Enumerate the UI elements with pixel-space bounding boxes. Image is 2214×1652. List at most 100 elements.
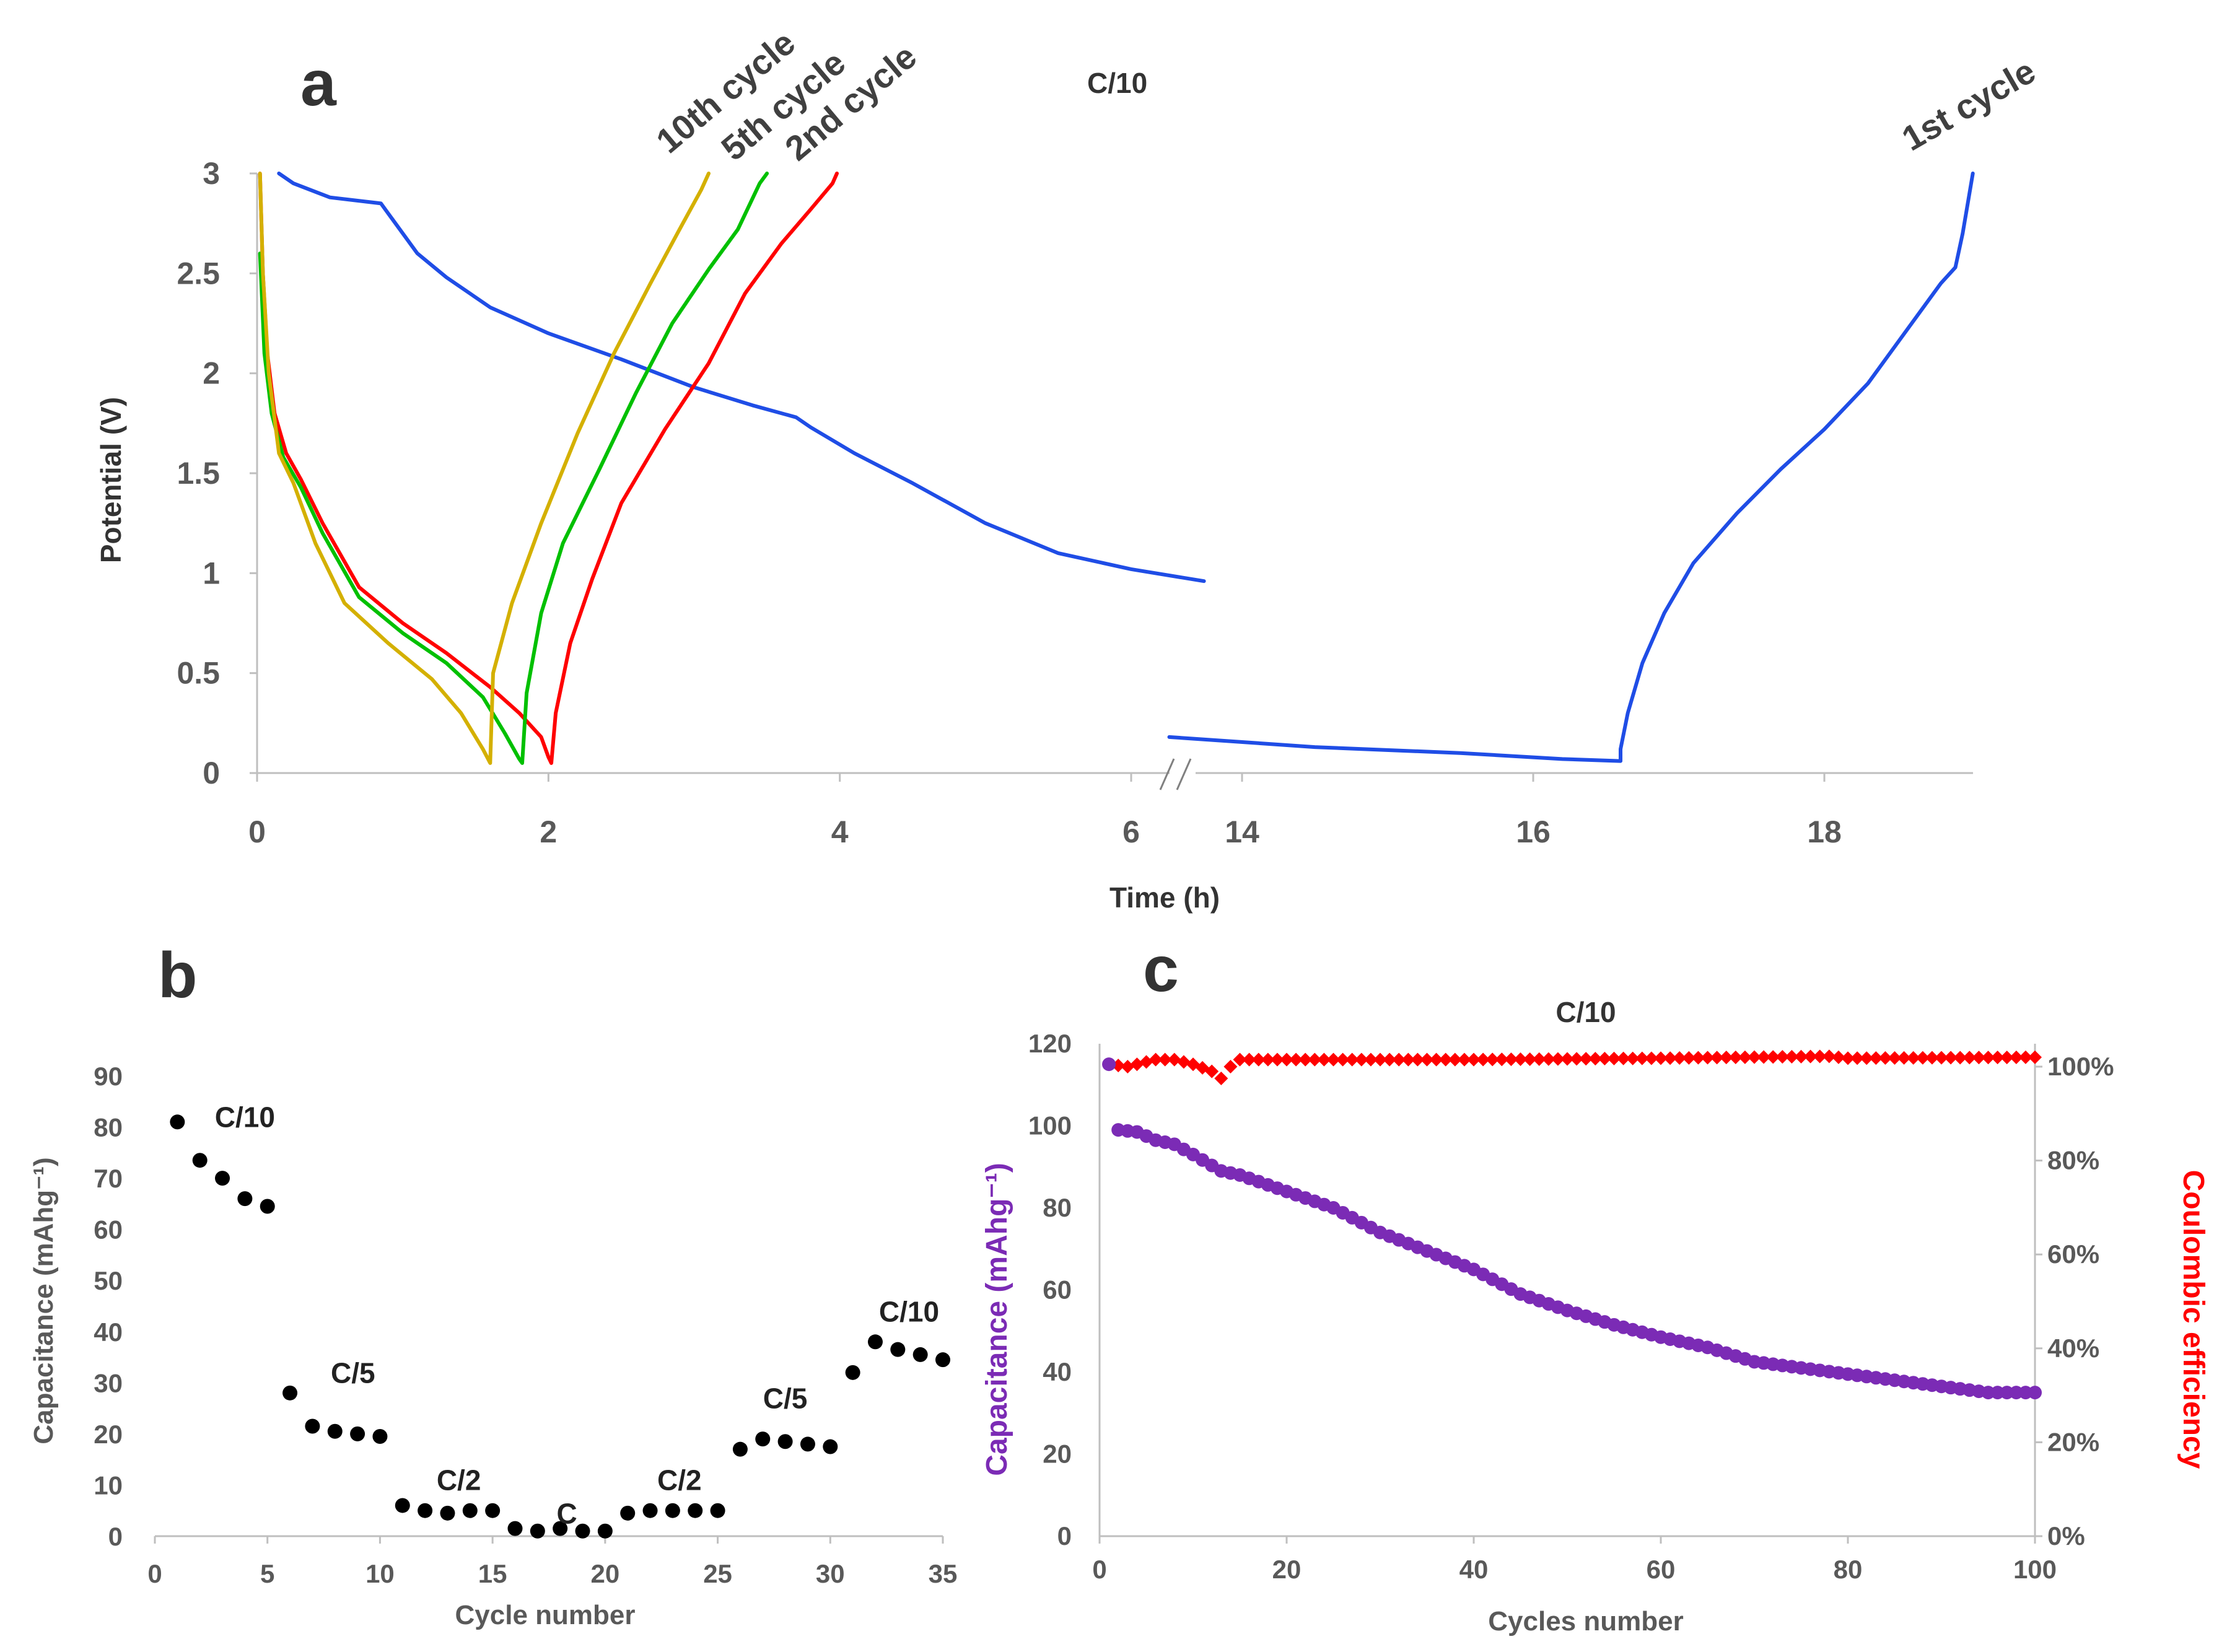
panel-b-data-point (688, 1503, 703, 1518)
panel-c-efficiency-point (1625, 1051, 1640, 1065)
panel-a-x-tick-label: 16 (1516, 815, 1551, 849)
panel-b-y-tick-label: 10 (94, 1471, 123, 1500)
panel-c-efficiency-point (1738, 1050, 1752, 1064)
panel-b-y-tick-label: 0 (108, 1522, 123, 1551)
panel-c-efficiency-point (1298, 1052, 1313, 1067)
panel-c-left-tick-label: 60 (1043, 1275, 1072, 1305)
panel-c-efficiency-point (1944, 1051, 1958, 1065)
panel-c-efficiency-point (1644, 1051, 1658, 1065)
panel-b-y-axis-title: Capacitance (mAhg⁻¹) (28, 1157, 59, 1444)
panel-c-efficiency-point (1345, 1052, 1359, 1067)
panel-b-data-point (372, 1429, 388, 1444)
panel-c-efficiency-point (1888, 1051, 1902, 1065)
panel-c-x-tick-label: 0 (1092, 1555, 1106, 1584)
panel-c-efficiency-point (1710, 1051, 1724, 1065)
panel-c-efficiency-point (1663, 1051, 1678, 1065)
panel-c-x-tick-label: 60 (1647, 1555, 1676, 1584)
panel-b-data-point (237, 1191, 253, 1207)
panel-a-rate-label: C/10 (1087, 67, 1147, 99)
panel-c-right-tick-label: 40% (2047, 1334, 2099, 1363)
panel-c-efficiency-point (1925, 1051, 1939, 1065)
panel-c-efficiency-point (1785, 1049, 1799, 1064)
panel-b-data-point (597, 1523, 613, 1539)
panel-c-efficiency-point (1981, 1051, 1995, 1065)
panel-c-letter: c (1143, 933, 1179, 1005)
panel-b-data-point (215, 1171, 230, 1186)
panel-c-right-tick-label: 20% (2047, 1427, 2099, 1456)
panel-b-data-point (553, 1521, 568, 1536)
panel-c-efficiency-point (1233, 1052, 1247, 1067)
panel-c-efficiency-point (1700, 1051, 1715, 1065)
panel-c-left-tick-label: 20 (1043, 1440, 1072, 1469)
panel-c-efficiency-point (1616, 1051, 1630, 1065)
panel-a-y-tick-label: 1.5 (177, 456, 220, 491)
panel-c-capacity-point (1981, 1386, 1995, 1400)
panel-c-efficiency-point (1485, 1052, 1500, 1067)
panel-b-y-tick-label: 30 (94, 1368, 123, 1397)
panel-c-efficiency-point (1579, 1052, 1593, 1066)
panel-c-efficiency-point (1438, 1052, 1453, 1067)
panel-b-y-tick-label: 70 (94, 1164, 123, 1193)
panel-b-y-tick-label: 50 (94, 1266, 123, 1295)
panel-c-efficiency-point (1383, 1052, 1397, 1067)
panel-a-y-tick-label: 1 (203, 556, 220, 590)
panel-c-left-tick-label: 40 (1043, 1357, 1072, 1386)
panel-c-left-axis-title: Capacitance (mAhg⁻¹) (981, 1163, 1013, 1475)
panel-c-efficiency-point (1205, 1064, 1219, 1078)
panel-c-efficiency-point (2000, 1051, 2014, 1065)
panel-c-efficiency-point (1476, 1052, 1490, 1067)
panel-c-efficiency-point (1411, 1052, 1425, 1067)
panel-a: a C/10 Time (h) Potential (V) 0 0.5 1 1.5 2 2… (95, 23, 2042, 914)
panel-c-efficiency-point (1251, 1052, 1266, 1067)
panel-c-efficiency-point (2028, 1050, 2042, 1064)
panel-c-efficiency-point (1214, 1071, 1228, 1085)
panel-c-efficiency-point (1654, 1051, 1668, 1065)
panel-b-x-tick-label: 20 (590, 1559, 619, 1588)
panel-a-x-tick-label: 6 (1122, 815, 1140, 849)
panel-c-efficiency-point (1308, 1052, 1322, 1067)
panel-a-letter: a (300, 48, 337, 120)
panel-c-left-tick-label: 0 (1057, 1521, 1072, 1550)
panel-a-axes: 0 0.5 1 1.5 2 2.5 3 0 2 4 6 14 16 18 (177, 156, 1973, 849)
panel-c-efficiency-point (1467, 1052, 1481, 1067)
panel-a-fifth-cycle-line (258, 172, 769, 765)
panel-b-data-point (665, 1503, 680, 1518)
panel-c-efficiency-point (1673, 1051, 1687, 1065)
panel-c-efficiency-point (1317, 1052, 1331, 1067)
panel-c-x-tick-label: 40 (1459, 1555, 1489, 1584)
panel-b-rate-label: C/10 (215, 1101, 275, 1134)
panel-c-capacity-point (2000, 1386, 2014, 1400)
panel-c-efficiency-point (1794, 1049, 1808, 1064)
panel-c-efficiency-point (1972, 1051, 1986, 1065)
panel-c-efficiency-point (1363, 1052, 1378, 1067)
panel-b-data-point (777, 1434, 793, 1449)
panel-c-efficiency-point (1326, 1052, 1341, 1067)
panel-b-x-tick-label: 10 (365, 1559, 395, 1588)
panel-c-efficiency-point (1915, 1051, 1930, 1065)
panel-c-left-tick-label: 120 (1028, 1029, 1072, 1058)
panel-a-axis-break-mark (1159, 758, 1175, 790)
panel-b-rate-label: C/2 (657, 1464, 702, 1497)
panel-c-efficiency-point (1158, 1052, 1172, 1067)
panel-a-y-tick-label: 3 (203, 156, 220, 191)
panel-a-second-cycle-line (258, 172, 839, 765)
panel-c-left-tick-label: 80 (1043, 1193, 1072, 1222)
panel-b-data-point (642, 1503, 658, 1518)
panel-c-left-tick-label: 100 (1028, 1111, 1072, 1140)
panel-c-efficiency-point (1130, 1057, 1144, 1072)
panel-b-x-tick-label: 35 (929, 1559, 958, 1588)
panel-c-axes: 0 20 40 60 80 100 120 0% 20% 40% 60% 80% 100% 0 20 40 60… (1028, 1029, 2114, 1584)
panel-c-efficiency-point (1223, 1060, 1238, 1073)
panel-b-x-tick-label: 0 (147, 1559, 162, 1588)
panel-c-right-tick-label: 60% (2047, 1239, 2099, 1269)
panel-c-x-tick-label: 80 (1834, 1555, 1863, 1584)
panel-b-data-point (327, 1423, 343, 1439)
panel-c-x-tick-label: 100 (2013, 1555, 2057, 1584)
panel-a-x-axis-title: Time (h) (1109, 881, 1220, 914)
panel-c-capacity-point (2028, 1386, 2042, 1400)
panel-b-data-point (620, 1505, 636, 1521)
panel-b-rate-label: C/5 (331, 1357, 375, 1389)
panel-b-x-tick-label: 25 (703, 1559, 732, 1588)
panel-c-efficiency-point (1878, 1051, 1892, 1065)
panel-c-efficiency-point (1420, 1052, 1434, 1067)
